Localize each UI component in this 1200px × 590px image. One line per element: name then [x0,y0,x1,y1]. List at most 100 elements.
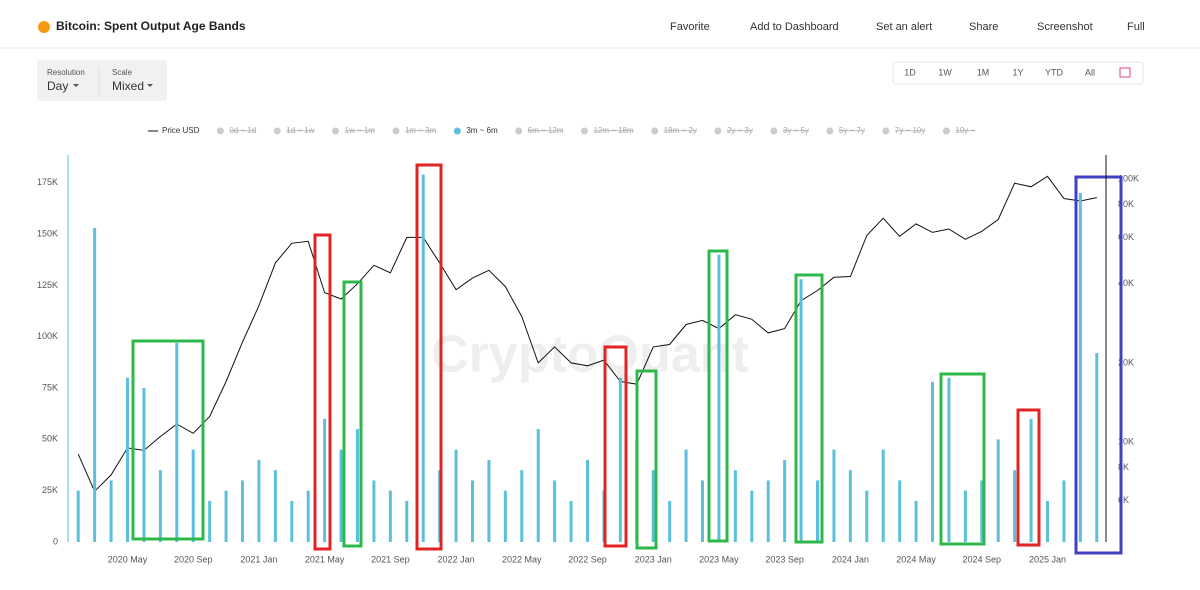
box [1074,175,1123,555]
legend-swatch[interactable] [651,127,659,135]
legend-swatch[interactable] [826,127,834,135]
x-tick-label: 2023 May [699,554,739,564]
bar [372,480,376,542]
y-tick-label: 50K [42,434,58,444]
legend-swatch[interactable] [515,127,523,135]
legend-entry[interactable]: 6m ~ 12m [528,126,564,135]
resolution-value[interactable]: Day [47,79,68,93]
legend-entry[interactable]: 1m ~ 3m [405,126,437,135]
legend-entry[interactable]: 1d ~ 1w [286,126,314,135]
bar [947,377,951,542]
legend-entry[interactable]: 3y ~ 5y [783,126,809,135]
bar [1078,193,1082,543]
legend-swatch[interactable] [453,127,461,135]
legend-swatch[interactable] [714,127,722,135]
legend-swatch[interactable] [392,127,400,135]
range-button[interactable]: YTD [1045,67,1064,77]
box [342,280,363,548]
bar [684,449,688,542]
bar [586,459,589,542]
x-tick-label: 2022 Sep [568,554,607,564]
x-tick-label: 2022 Jan [438,554,475,564]
bar [471,480,474,542]
bar [1095,353,1099,542]
legend-entry[interactable]: Price USD [162,126,200,135]
legend-entry[interactable]: 10y ~ [955,126,975,135]
bar [224,490,228,542]
legend-entry[interactable]: 5y ~ 7y [839,126,865,135]
x-tick-label: 2022 May [502,554,542,564]
title: Bitcoin: Spent Output Age Bands [56,19,246,33]
x-tick-label: 2020 May [108,554,148,564]
bar [750,490,754,542]
bar [388,490,392,542]
scale-value[interactable]: Mixed [112,79,144,93]
bar [668,500,672,542]
bar [865,490,869,542]
range-button[interactable]: 1D [904,67,916,77]
legend-entry[interactable]: 3m ~ 6m [466,126,498,135]
toolbar-button[interactable]: Full [1127,21,1145,33]
bar [339,449,343,542]
legend-entry[interactable]: 12m ~ 18m [593,126,634,135]
bar [503,490,507,542]
toolbar-button[interactable]: Screenshot [1037,21,1093,33]
y2-tick-label: 6K [1118,495,1129,505]
legend-swatch[interactable] [332,127,340,135]
calendar-icon[interactable] [1119,67,1131,78]
bar [553,480,557,542]
legend-entry[interactable]: 7y ~ 10y [895,126,925,135]
range-button[interactable]: 1W [938,67,952,77]
logo [38,21,50,33]
legend-entry[interactable]: 18m ~ 2y [664,126,697,135]
toolbar-button[interactable]: Set an alert [876,21,932,33]
legend-entry[interactable]: 2y ~ 3y [727,126,753,135]
x-tick-label: 2021 Sep [371,554,410,564]
x-tick-label: 2024 Jan [832,554,869,564]
bar [290,500,294,542]
x-tick-label: 2021 Jan [240,554,277,564]
legend-swatch[interactable] [882,127,890,135]
bar [848,470,852,542]
legend-entry[interactable]: 0d ~ 1d [229,126,256,135]
legend-swatch[interactable] [942,127,950,135]
y-tick-label: 150K [37,228,58,238]
y2-tick-label: 100K [1118,173,1139,183]
y-tick-label: 25K [42,485,58,495]
bar [487,459,491,542]
legend-swatch[interactable] [273,127,281,135]
bar [832,449,836,542]
legend-swatch[interactable] [770,127,778,135]
bar [93,227,97,542]
box [131,339,205,541]
y2-tick-label: 60K [1118,232,1134,242]
y-tick-label: 175K [37,177,58,187]
legend-swatch[interactable] [216,127,224,135]
legend-swatch[interactable] [580,127,588,135]
bar [241,480,244,542]
annotations [131,163,1123,555]
scale-label: Scale [112,68,133,77]
x-tick-label: 2023 Sep [765,554,804,564]
watermark: CryptoQuant [431,326,749,384]
bar [980,480,984,542]
box [794,273,824,544]
range-button[interactable]: 1Y [1012,67,1023,77]
toolbar-button[interactable]: Favorite [670,21,710,33]
bar [733,470,737,542]
y2-tick-label: 10K [1118,436,1134,446]
bar [931,381,934,542]
bar [454,449,458,542]
bar [175,342,179,542]
bar [257,459,261,542]
toolbar-button[interactable]: Share [969,21,998,33]
bar [1013,470,1017,542]
bar [1062,480,1066,542]
range-button[interactable]: All [1085,67,1095,77]
bar [651,470,655,542]
toolbar-button[interactable]: Add to Dashboard [750,21,839,33]
bar [1046,500,1049,542]
legend-entry[interactable]: 1w ~ 1m [345,126,376,135]
range-button[interactable]: 1M [977,67,990,77]
